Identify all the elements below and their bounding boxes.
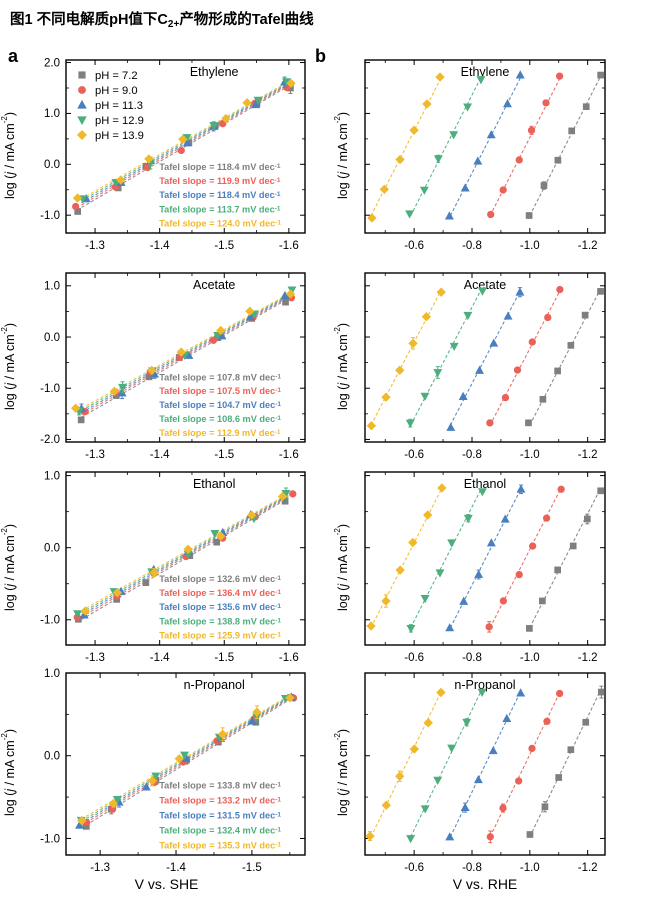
svg-text:Tafel slope = 125.9 mV dec-1: Tafel slope = 125.9 mV dec-1 [159, 631, 281, 641]
svg-text:Tafel slope = 132.4 mV dec-1: Tafel slope = 132.4 mV dec-1 [159, 825, 281, 835]
svg-text:1.0: 1.0 [44, 108, 60, 120]
svg-text:-2.0: -2.0 [40, 434, 60, 446]
svg-text:Tafel slope = 107.8 mV dec-1: Tafel slope = 107.8 mV dec-1 [159, 372, 281, 382]
svg-text:0.0: 0.0 [44, 542, 60, 554]
svg-text:Ethylene: Ethylene [190, 65, 239, 79]
svg-text:pH = 9.0: pH = 9.0 [95, 85, 138, 97]
svg-text:2.0: 2.0 [44, 57, 60, 69]
svg-text:-1.2: -1.2 [578, 862, 598, 874]
svg-text:-1.0: -1.0 [40, 615, 60, 627]
svg-text:-1.3: -1.3 [85, 240, 105, 252]
svg-text:-1.6: -1.6 [279, 240, 299, 252]
svg-text:Acetate: Acetate [193, 278, 235, 292]
svg-text:-0.6: -0.6 [404, 240, 424, 252]
svg-text:-1.6: -1.6 [279, 449, 299, 461]
svg-text:-1.4: -1.4 [150, 652, 170, 664]
svg-text:-1.3: -1.3 [85, 652, 105, 664]
svg-text:-0.8: -0.8 [462, 652, 482, 664]
svg-text:Tafel slope = 133.2 mV dec-1: Tafel slope = 133.2 mV dec-1 [159, 795, 281, 805]
svg-text:-1.0: -1.0 [40, 210, 60, 222]
svg-text:Tafel slope = 108.6 mV dec-1: Tafel slope = 108.6 mV dec-1 [159, 414, 281, 424]
svg-text:-1.0: -1.0 [520, 862, 540, 874]
svg-text:-1.2: -1.2 [578, 652, 598, 664]
svg-text:Tafel slope = 124.0 mV dec-1: Tafel slope = 124.0 mV dec-1 [159, 219, 281, 229]
svg-text:Ethanol: Ethanol [193, 477, 235, 491]
svg-text:-1.4: -1.4 [150, 240, 170, 252]
svg-text:Ethylene: Ethylene [461, 65, 510, 79]
svg-text:0.0: 0.0 [44, 332, 60, 344]
svg-text:0.0: 0.0 [44, 159, 60, 171]
svg-text:Tafel slope = 107.5 mV dec-1: Tafel slope = 107.5 mV dec-1 [159, 386, 281, 396]
svg-text:pH = 7.2: pH = 7.2 [95, 70, 138, 82]
svg-text:Tafel slope = 135.3 mV dec-1: Tafel slope = 135.3 mV dec-1 [159, 840, 281, 850]
svg-text:Tafel slope = 119.9 mV dec-1: Tafel slope = 119.9 mV dec-1 [159, 176, 281, 186]
svg-text:Tafel slope = 138.8 mV dec-1: Tafel slope = 138.8 mV dec-1 [159, 616, 281, 626]
svg-text:pH = 11.3: pH = 11.3 [95, 100, 143, 112]
svg-text:-1.0: -1.0 [520, 240, 540, 252]
svg-text:-0.8: -0.8 [462, 240, 482, 252]
svg-text:n-Propanol: n-Propanol [184, 678, 245, 692]
svg-text:Tafel slope = 113.7 mV dec-1: Tafel slope = 113.7 mV dec-1 [159, 204, 281, 214]
svg-text:0.0: 0.0 [44, 751, 60, 763]
svg-text:pH = 13.9: pH = 13.9 [95, 130, 144, 142]
svg-text:Tafel slope = 135.6 mV dec-1: Tafel slope = 135.6 mV dec-1 [159, 602, 281, 612]
svg-text:Tafel slope = 118.4 mV dec-1: Tafel slope = 118.4 mV dec-1 [159, 162, 281, 172]
svg-text:1.0: 1.0 [44, 668, 60, 680]
svg-text:-1.0: -1.0 [40, 383, 60, 395]
svg-text:Tafel slope = 131.5 mV dec-1: Tafel slope = 131.5 mV dec-1 [159, 810, 281, 820]
svg-text:-1.6: -1.6 [279, 652, 299, 664]
svg-text:-1.4: -1.4 [150, 449, 170, 461]
svg-text:Tafel slope = 104.7 mV dec-1: Tafel slope = 104.7 mV dec-1 [159, 400, 281, 410]
svg-text:-1.4: -1.4 [166, 862, 186, 874]
svg-text:-1.3: -1.3 [90, 862, 110, 874]
svg-text:-1.0: -1.0 [40, 833, 60, 845]
svg-text:-1.0: -1.0 [520, 449, 540, 461]
svg-text:1.0: 1.0 [44, 281, 60, 293]
svg-text:-0.6: -0.6 [404, 449, 424, 461]
svg-text:pH = 12.9: pH = 12.9 [95, 115, 144, 127]
svg-text:Tafel slope = 136.4 mV dec-1: Tafel slope = 136.4 mV dec-1 [159, 588, 281, 598]
svg-text:Tafel slope = 118.4 mV dec-1: Tafel slope = 118.4 mV dec-1 [159, 190, 281, 200]
svg-text:-1.3: -1.3 [85, 449, 105, 461]
svg-text:-1.5: -1.5 [242, 862, 262, 874]
svg-text:-1.5: -1.5 [214, 652, 234, 664]
svg-text:-1.2: -1.2 [578, 240, 598, 252]
svg-text:-1.5: -1.5 [214, 240, 234, 252]
svg-text:1.0: 1.0 [44, 470, 60, 482]
svg-text:-1.0: -1.0 [520, 652, 540, 664]
svg-text:-1.5: -1.5 [214, 449, 234, 461]
svg-text:Tafel slope = 133.8 mV dec-1: Tafel slope = 133.8 mV dec-1 [159, 781, 281, 791]
svg-text:-0.8: -0.8 [462, 862, 482, 874]
svg-text:-0.6: -0.6 [404, 862, 424, 874]
svg-text:-1.2: -1.2 [578, 449, 598, 461]
svg-text:-0.8: -0.8 [462, 449, 482, 461]
svg-text:Tafel slope = 132.6 mV dec-1: Tafel slope = 132.6 mV dec-1 [159, 574, 281, 584]
svg-text:-0.6: -0.6 [404, 652, 424, 664]
svg-text:Tafel slope = 112.9 mV dec-1: Tafel slope = 112.9 mV dec-1 [159, 428, 281, 438]
